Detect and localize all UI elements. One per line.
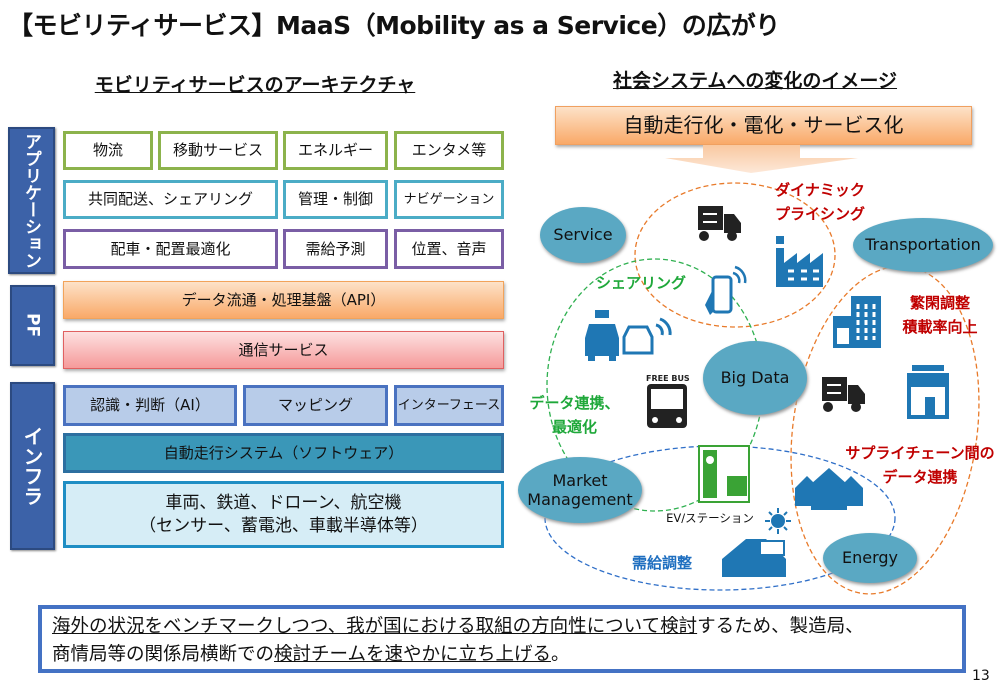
node-big-data: Big Data — [703, 341, 807, 415]
ecosystem-diagram: FREE BUS — [544, 145, 980, 595]
app-box: エンタメ等 — [394, 131, 504, 170]
label-line: 最適化 — [551, 418, 597, 436]
bus-sign: FREE BUS — [646, 374, 690, 383]
label-line: データ連携、 — [529, 394, 620, 412]
label-line: 積載率向上 — [902, 318, 978, 336]
smartphone-icon — [705, 265, 747, 315]
label-supply-chain: サプライチェーン間の データ連携 — [840, 441, 1000, 489]
market-line2: Management — [527, 490, 633, 509]
app-box: 物流 — [63, 131, 153, 170]
node-market-management: Market Management — [518, 457, 642, 523]
app-box: 需給予測 — [283, 229, 388, 269]
ev-charger-icon — [698, 445, 750, 503]
connected-car-icon — [622, 317, 672, 355]
society-subtitle: 社会システムへの変化のイメージ — [612, 70, 898, 92]
infra-box: インターフェース — [394, 385, 504, 426]
infra-box: 認識・判断（AI） — [63, 385, 237, 426]
taxi-icon — [585, 310, 619, 361]
app-box: ナビゲーション — [394, 180, 504, 219]
infra-box: マッピング — [243, 385, 388, 426]
label-load-balancing: 繁閑調整 積載率向上 — [890, 291, 990, 339]
label-line: 繁閑調整 — [909, 294, 970, 312]
label-ev-station: EV/ステーション — [666, 511, 754, 525]
node-transportation: Transportation — [853, 218, 993, 272]
node-service: Service — [540, 207, 626, 263]
conclusion-underlined: 海外の状況をベンチマークしつつ、我が国における取組の方向性について検討 — [52, 616, 698, 637]
label-demand-adjustment: 需給調整 — [631, 554, 692, 572]
vehicle-line2: （センサー、蓄電池、車載半導体等） — [139, 515, 428, 536]
architecture-subtitle: モビリティサービスのアーキテクチャ — [94, 74, 416, 96]
conclusion-text: 商情局等の関係局横断での — [52, 644, 275, 665]
layer-label-application: アプリケーション — [8, 127, 55, 274]
layer-label-infra: インフラ — [10, 382, 55, 550]
pf-comm-box: 通信サービス — [63, 331, 504, 369]
label-line: プライシング — [774, 205, 865, 223]
node-energy: Energy — [823, 533, 917, 583]
sun-icon — [765, 508, 791, 534]
label-dynamic-pricing: ダイナミック プライシング — [770, 178, 870, 226]
label-data-coordination: データ連携、 最適化 — [522, 391, 627, 439]
bus-icon: FREE BUS — [646, 374, 690, 428]
infra-auto-box: 自動走行システム（ソフトウェア） — [63, 433, 504, 473]
conclusion-underlined: 検討チームを速やかに立ち上げる — [274, 644, 551, 665]
houses-icon — [795, 468, 863, 510]
label-sharing: シェアリング — [595, 274, 686, 292]
layer-label-pf: PF — [10, 285, 55, 366]
conclusion-box: 海外の状況をベンチマークしつつ、我が国における取組の方向性について検討するため、… — [38, 605, 966, 673]
app-box: エネルギー — [283, 131, 388, 170]
down-arrow — [665, 145, 858, 173]
office-building-icon — [833, 296, 881, 348]
label-line: サプライチェーン間の — [845, 444, 995, 462]
trend-header: 自動走行化・電化・サービス化 — [555, 106, 972, 145]
market-line1: Market — [552, 470, 608, 490]
app-box: 移動サービス — [158, 131, 278, 170]
infra-vehicle-box: 車両、鉄道、ドローン、航空機 （センサー、蓄電池、車載半導体等） — [63, 481, 504, 548]
page-number: 13 — [972, 668, 990, 684]
conclusion-text: するため、製造局、 — [697, 616, 864, 637]
label-line: データ連携 — [882, 468, 958, 486]
app-box: 配車・配置最適化 — [63, 229, 278, 269]
dashed-circle-blue — [544, 445, 896, 591]
pf-api-box: データ流通・処理基盤（API） — [63, 281, 504, 319]
vehicle-line1: 車両、鉄道、ドローン、航空機 — [165, 492, 402, 513]
dashed-circle-orange-top — [634, 182, 836, 328]
factory-icon — [776, 236, 823, 287]
label-line: ダイナミック — [775, 181, 865, 199]
conclusion-text: 。 — [550, 644, 570, 665]
app-box: 位置、音声 — [394, 229, 504, 269]
app-box: 管理・制御 — [283, 180, 388, 219]
shop-icon — [907, 365, 949, 419]
truck-icon — [698, 206, 741, 241]
app-box: 共同配送、シェアリング — [63, 180, 278, 219]
delivery-truck-icon — [822, 377, 865, 412]
solar-house-icon — [722, 539, 786, 577]
slide-title: 【モビリティサービス】MaaS（Mobility as a Service）の広… — [8, 11, 780, 40]
